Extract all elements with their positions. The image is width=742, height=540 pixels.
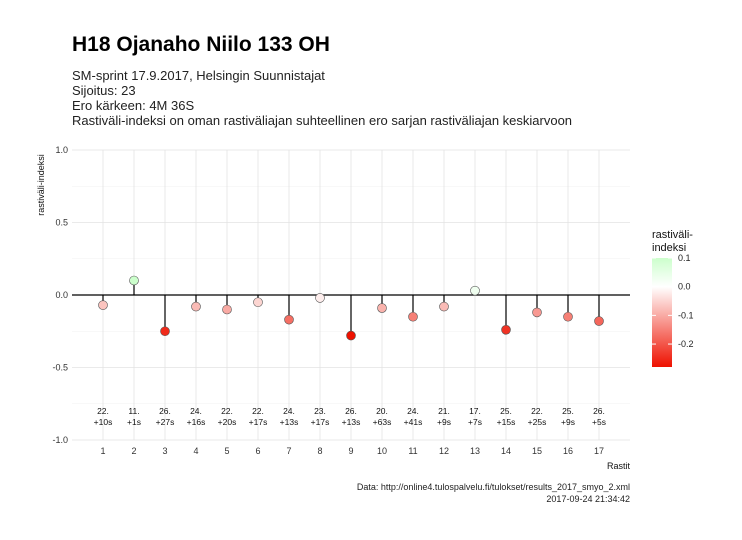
x-tick-label: 7: [286, 446, 291, 456]
x-tick-label: 10: [377, 446, 387, 456]
time-diff-label: +27s: [156, 417, 175, 427]
x-axis-title: Rastit: [607, 461, 631, 471]
chart-title: H18 Ojanaho Niilo 133 OH: [72, 33, 330, 56]
lollipop-point: [98, 300, 108, 310]
x-tick-label: 2: [131, 446, 136, 456]
time-diff-label: +16s: [187, 417, 206, 427]
lollipop-point: [470, 285, 480, 296]
rank-label: 25.: [562, 406, 574, 416]
y-tick-label: -0.5: [52, 363, 68, 373]
x-tick-label: 4: [193, 446, 198, 456]
subtitle-line-description: Rastiväli-indeksi on oman rastiväliajan …: [72, 113, 573, 128]
rank-label: 26.: [593, 406, 605, 416]
time-diff-label: +17s: [249, 417, 268, 427]
rank-label: 20.: [376, 406, 388, 416]
lollipop-point: [253, 297, 263, 308]
y-tick-label: 0.5: [55, 218, 68, 228]
lollipop-point: [284, 314, 294, 325]
x-tick-label: 11: [408, 446, 417, 456]
rank-label: 26.: [345, 406, 357, 416]
lollipop-point: [439, 301, 449, 312]
time-diff-label: +7s: [468, 417, 482, 427]
time-diff-label: +17s: [311, 417, 330, 427]
legend-colorbar: [652, 258, 672, 367]
rank-label: 24.: [283, 406, 295, 416]
x-tick-label: 17: [594, 446, 604, 456]
time-diff-label: +20s: [218, 417, 237, 427]
lollipop-point: [315, 293, 325, 303]
rank-label: 17.: [469, 406, 481, 416]
lollipop-point: [563, 311, 573, 322]
legend-label: -0.1: [678, 310, 694, 320]
y-tick-label: 1.0: [55, 145, 68, 155]
x-tick-label: 3: [162, 446, 167, 456]
chart-subtitle: SM-sprint 17.9.2017, Helsingin Suunnista…: [72, 68, 572, 128]
legend-label: 0.1: [678, 253, 691, 263]
time-diff-label: +13s: [280, 417, 299, 427]
y-tick-label: 0.0: [55, 290, 68, 300]
time-diff-label: +25s: [528, 417, 547, 427]
time-diff-label: +15s: [497, 417, 516, 427]
caption-timestamp: 2017-09-24 21:34:42: [546, 494, 630, 504]
lollipop-point: [129, 275, 139, 286]
rank-label: 22.: [531, 406, 543, 416]
legend-title: rastiväli-: [652, 229, 693, 241]
lollipop-point: [532, 307, 542, 318]
time-diff-label: +13s: [342, 417, 361, 427]
lollipop-point: [377, 303, 387, 313]
x-tick-label: 5: [224, 446, 229, 456]
rank-label: 11.: [128, 406, 139, 416]
rank-label: 22.: [252, 406, 264, 416]
time-diff-label: +1s: [127, 417, 141, 427]
legend-label: 0.0: [678, 282, 691, 292]
y-tick-label: -1.0: [52, 435, 68, 445]
rank-label: 21.: [438, 406, 450, 416]
rank-label: 24.: [190, 406, 202, 416]
x-tick-label: 1: [100, 446, 105, 456]
time-diff-label: +5s: [592, 417, 606, 427]
lollipop-point: [160, 326, 170, 337]
lollipop-point: [222, 304, 232, 315]
lollipop-point: [346, 330, 356, 341]
caption-source: Data: http://online4.tulospalvelu.fi/tul…: [356, 482, 630, 492]
lollipop-point: [191, 301, 201, 312]
time-diff-label: +10s: [94, 417, 113, 427]
x-tick-label: 14: [501, 446, 511, 456]
rank-label: 24.: [407, 406, 419, 416]
x-tick-label: 6: [255, 446, 260, 456]
subtitle-line-difference: Ero kärkeen: 4M 36S: [72, 98, 195, 113]
x-tick-label: 12: [439, 446, 449, 456]
legend-title: indeksi: [652, 242, 686, 254]
rank-label: 26.: [159, 406, 171, 416]
rank-label: 23.: [314, 406, 326, 416]
lollipop-point: [408, 311, 418, 322]
subtitle-line-event: SM-sprint 17.9.2017, Helsingin Suunnista…: [72, 68, 325, 83]
time-diff-label: +63s: [373, 417, 392, 427]
lollipop-point: [594, 316, 604, 326]
x-tick-label: 16: [563, 446, 573, 456]
rank-label: 25.: [500, 406, 512, 416]
x-tick-label: 15: [532, 446, 542, 456]
x-tick-label: 8: [317, 446, 322, 456]
time-diff-label: +9s: [437, 417, 451, 427]
lollipop-point: [501, 324, 511, 335]
rank-label: 22.: [221, 406, 233, 416]
time-diff-label: +9s: [561, 417, 575, 427]
subtitle-line-position: Sijoitus: 23: [72, 83, 136, 98]
rank-label: 22.: [97, 406, 109, 416]
chart-caption: Data: http://online4.tulospalvelu.fi/tul…: [357, 481, 630, 505]
x-tick-label: 9: [348, 446, 353, 456]
time-diff-label: +41s: [404, 417, 423, 427]
legend-label: -0.2: [678, 339, 694, 349]
y-axis-title: rastiväli-indeksi: [36, 154, 46, 216]
x-tick-label: 13: [470, 446, 480, 456]
